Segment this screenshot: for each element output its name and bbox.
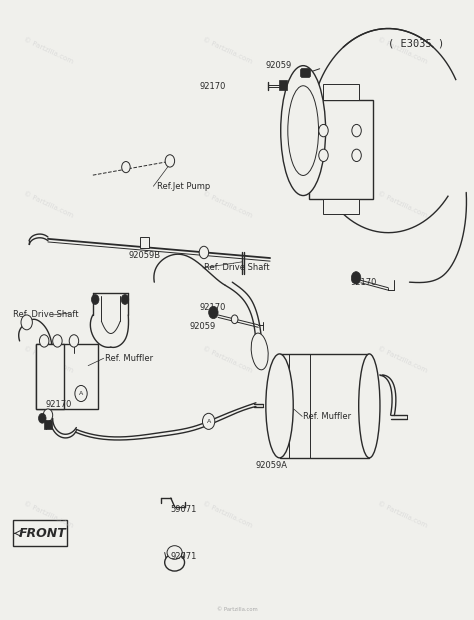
Bar — [36, 344, 98, 409]
Circle shape — [319, 125, 328, 137]
Bar — [279, 80, 287, 90]
Circle shape — [165, 155, 174, 167]
Text: Ref. Muffler: Ref. Muffler — [303, 412, 351, 421]
Bar — [310, 100, 373, 198]
Circle shape — [122, 162, 130, 172]
Circle shape — [319, 149, 328, 162]
Circle shape — [21, 315, 32, 330]
Bar — [140, 237, 149, 248]
Ellipse shape — [281, 66, 326, 195]
Bar — [301, 68, 309, 78]
Text: © Partzilla.com: © Partzilla.com — [377, 191, 428, 219]
Text: 92170: 92170 — [46, 399, 72, 409]
Text: 92170: 92170 — [350, 278, 377, 286]
Text: 92059B: 92059B — [128, 251, 160, 260]
Text: 92071: 92071 — [171, 552, 197, 560]
Text: © Partzilla.com: © Partzilla.com — [377, 500, 428, 528]
Circle shape — [121, 294, 129, 304]
Circle shape — [352, 125, 361, 137]
Text: 92170: 92170 — [199, 303, 226, 312]
Text: © Partzilla.com: © Partzilla.com — [217, 607, 257, 612]
Text: 92059: 92059 — [190, 322, 216, 330]
Text: © Partzilla.com: © Partzilla.com — [377, 36, 428, 64]
FancyBboxPatch shape — [13, 520, 67, 546]
Ellipse shape — [167, 546, 182, 559]
Text: Ref.Jet Pump: Ref.Jet Pump — [156, 182, 210, 191]
Text: © Partzilla.com: © Partzilla.com — [202, 191, 253, 219]
Circle shape — [38, 414, 46, 423]
Circle shape — [209, 306, 218, 319]
Circle shape — [231, 315, 238, 324]
Bar — [44, 420, 52, 429]
Text: © Partzilla.com: © Partzilla.com — [202, 345, 253, 374]
Text: © Partzilla.com: © Partzilla.com — [22, 36, 73, 64]
Ellipse shape — [251, 333, 268, 370]
Text: 92170: 92170 — [199, 82, 226, 91]
Text: © Partzilla.com: © Partzilla.com — [22, 191, 73, 219]
Text: A: A — [79, 391, 83, 396]
Text: © Partzilla.com: © Partzilla.com — [202, 500, 253, 528]
Circle shape — [91, 294, 99, 304]
Circle shape — [199, 246, 209, 259]
Text: © Partzilla.com: © Partzilla.com — [202, 36, 253, 64]
Text: Ref. Drive Shaft: Ref. Drive Shaft — [204, 264, 269, 272]
Text: A: A — [207, 419, 211, 424]
Text: 92059: 92059 — [265, 61, 292, 70]
Circle shape — [202, 414, 215, 430]
Text: Ref. Drive Shaft: Ref. Drive Shaft — [12, 311, 78, 319]
Circle shape — [69, 335, 79, 347]
Circle shape — [352, 149, 361, 162]
Bar — [323, 198, 359, 214]
Text: ( E3035 ): ( E3035 ) — [389, 39, 445, 49]
Text: © Partzilla.com: © Partzilla.com — [377, 345, 428, 374]
Text: 59071: 59071 — [171, 505, 197, 514]
Text: Ref. Muffler: Ref. Muffler — [105, 354, 153, 363]
Text: © Partzilla.com: © Partzilla.com — [22, 500, 73, 528]
Ellipse shape — [164, 554, 184, 571]
Circle shape — [39, 335, 49, 347]
Text: © Partzilla.com: © Partzilla.com — [22, 345, 73, 374]
Bar — [36, 344, 64, 409]
Circle shape — [75, 386, 87, 402]
Text: 92059A: 92059A — [256, 461, 288, 471]
Bar — [300, 69, 310, 76]
Text: FRONT: FRONT — [18, 527, 66, 540]
Circle shape — [43, 409, 53, 422]
Circle shape — [53, 335, 62, 347]
Ellipse shape — [359, 354, 380, 458]
Circle shape — [351, 272, 361, 284]
Ellipse shape — [266, 354, 293, 458]
Bar — [323, 84, 359, 100]
